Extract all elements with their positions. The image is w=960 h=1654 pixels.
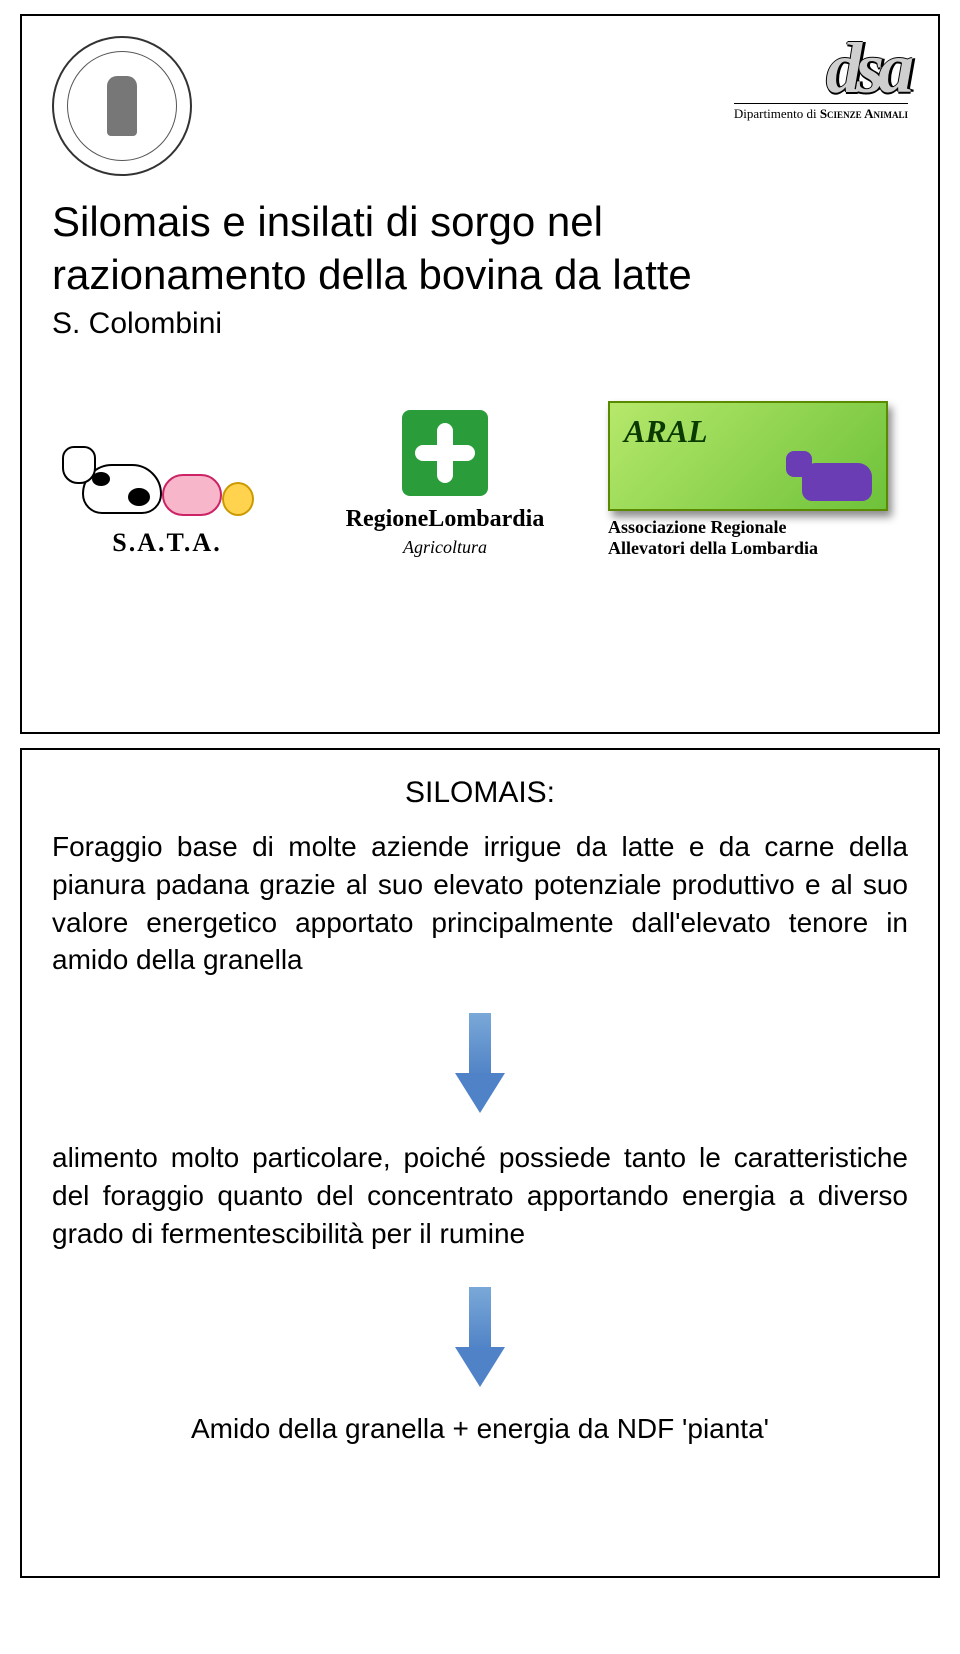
arrow-down-1 (52, 1013, 908, 1113)
dsa-dept-prefix: Dipartimento di (734, 106, 820, 121)
title-block: Silomais e insilati di sorgo nel raziona… (52, 196, 908, 341)
slide2-heading: SILOMAIS: (52, 776, 908, 810)
slide2-final-line: Amido della granella + energia da NDF 'p… (52, 1413, 908, 1445)
arrow-down-icon (455, 1013, 505, 1113)
title-line-2: razionamento della bovina da latte (52, 249, 908, 302)
title-line-1: Silomais e insilati di sorgo nel (52, 196, 908, 249)
seal-figure (107, 76, 137, 136)
pig-icon (162, 474, 222, 516)
regione-sub: Agricoltura (330, 537, 560, 558)
sata-animals-icon (52, 424, 272, 524)
aral-desc-line2: Allevatori della Lombardia (608, 538, 908, 559)
aral-cow-icon (802, 463, 872, 501)
aral-title: ARAL (624, 413, 872, 450)
regione-cross-icon (415, 423, 475, 483)
aral-logo: ARAL Associazione Regionale Allevatori d… (608, 401, 908, 558)
arrow-down-2 (52, 1287, 908, 1387)
dsa-logo: dsa Dipartimento di Scienze Animali (734, 36, 908, 122)
seal-inner (67, 51, 177, 161)
regione-lombardia-logo: RegioneLombardia Agricoltura (330, 410, 560, 558)
dsa-letters: dsa (734, 36, 908, 101)
sata-logo: S.A.T.A. (52, 424, 282, 558)
chick-icon (222, 482, 254, 516)
slide2-paragraph-1: Foraggio base di molte aziende irrigue d… (52, 828, 908, 979)
slide2-paragraph-2: alimento molto particolare, poiché possi… (52, 1139, 908, 1252)
aral-desc: Associazione Regionale Allevatori della … (608, 517, 908, 558)
slide-2-silomais: SILOMAIS: Foraggio base di molte aziende… (20, 748, 940, 1578)
author-name: S. Colombini (52, 307, 908, 341)
arrow-down-icon (455, 1287, 505, 1387)
cow-head-icon (62, 446, 96, 484)
header-logo-row: dsa Dipartimento di Scienze Animali (52, 36, 908, 176)
dsa-dept-label: Dipartimento di Scienze Animali (734, 103, 908, 122)
aral-card-icon: ARAL (608, 401, 888, 511)
dsa-dept-bold: Scienze Animali (820, 106, 908, 121)
regione-square-icon (402, 410, 488, 496)
partner-logos-row: S.A.T.A. RegioneLombardia Agricoltura AR… (52, 401, 908, 558)
aral-desc-line1: Associazione Regionale (608, 517, 908, 538)
sata-label: S.A.T.A. (52, 528, 282, 558)
university-seal-icon (52, 36, 192, 176)
regione-name: RegioneLombardia (330, 506, 560, 533)
slide-1-title: dsa Dipartimento di Scienze Animali Silo… (20, 14, 940, 734)
